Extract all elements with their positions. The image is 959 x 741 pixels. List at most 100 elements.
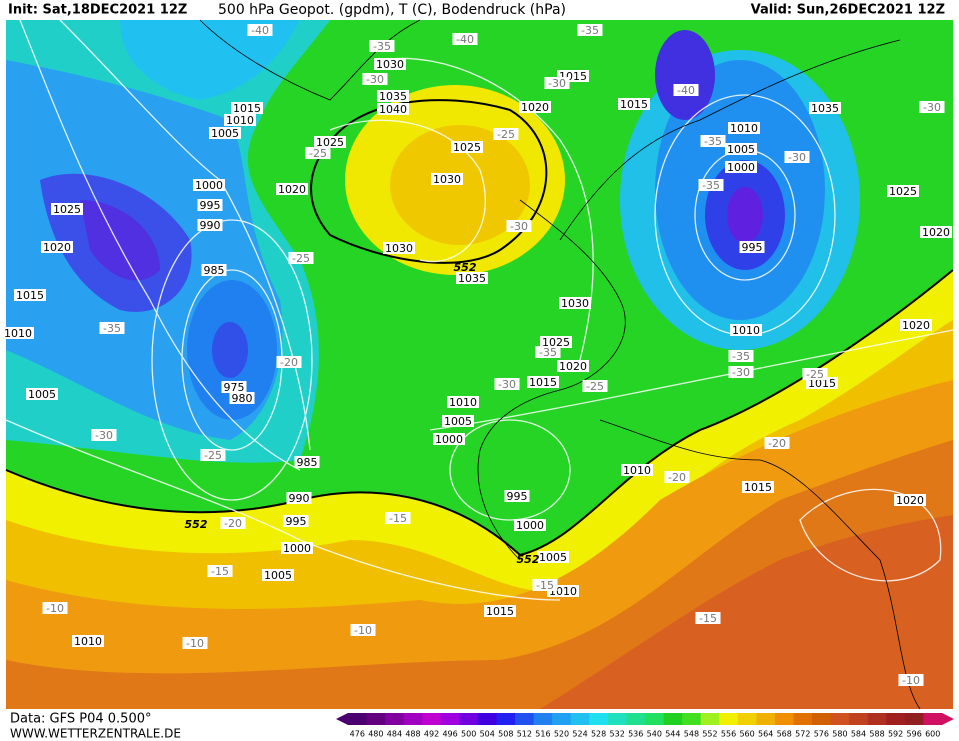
isobar-label: 1015: [16, 289, 44, 302]
temperature-label: -10: [46, 602, 64, 615]
legend-swatch: [886, 713, 906, 725]
temperature-label: -20: [280, 356, 298, 369]
temperature-label-box: [207, 565, 233, 577]
legend-swatch: [385, 713, 405, 725]
temperature-label: -10: [354, 624, 372, 637]
temperature-label: -30: [366, 73, 384, 86]
legend-label: 496: [442, 730, 457, 739]
isobar-label: 1025: [453, 141, 481, 154]
color-legend: 476 480 484 488 492 496 500 504 508 512 516 520 524 5…: [336, 713, 954, 739]
isobar-label-box: [559, 297, 591, 309]
legend-label: 544: [665, 730, 680, 739]
isobar-label: 1015: [808, 377, 836, 390]
legend-label: 476: [350, 730, 365, 739]
legend-label: 488: [405, 730, 420, 739]
temperature-label-box: [700, 135, 726, 147]
temperature-label-box: [220, 517, 246, 529]
temperature-label-box: [577, 24, 603, 36]
legend-swatch: [849, 713, 869, 725]
legend-swatch: [812, 713, 832, 725]
isobar-label-box: [281, 542, 313, 554]
temperature-label: -40: [456, 33, 474, 46]
legend-swatch: [774, 713, 794, 725]
legend-label: 492: [424, 730, 439, 739]
legend-label: 504: [480, 730, 495, 739]
temperature-label-box: [305, 147, 331, 159]
isobar-label-box: [900, 319, 932, 331]
temperature-label: -20: [224, 517, 242, 530]
isobar-label: 1005: [539, 551, 567, 564]
isobar-label: 1025: [53, 203, 81, 216]
legend-swatch: [440, 713, 460, 725]
isobar-label-box: [527, 376, 559, 388]
isobar-label-box: [484, 605, 516, 617]
isobar-label: 1020: [521, 101, 549, 114]
isobar-label-box: [377, 103, 409, 115]
temperature-label-box: [582, 380, 608, 392]
temperature-label: -40: [677, 84, 695, 97]
temperature-label: -35: [704, 135, 722, 148]
legend-swatch: [756, 713, 776, 725]
isobar-label: 995: [200, 199, 221, 212]
temperature-label-box: [532, 579, 558, 591]
isobar-label: 1010: [732, 324, 760, 337]
init-time: Init: Sat,18DEC2021 12Z: [8, 3, 187, 18]
isobar-label: 1010: [623, 464, 651, 477]
legend-swatch: [830, 713, 850, 725]
legend-label: 568: [777, 730, 792, 739]
isobar-label-box: [447, 396, 479, 408]
isobar-label-box: [26, 388, 58, 400]
isobar-label-box: [809, 102, 841, 114]
temperature-label: -35: [103, 322, 121, 335]
legend-swatch: [552, 713, 572, 725]
isobar-label: 1020: [43, 241, 71, 254]
legend-label: 584: [851, 730, 866, 739]
isobar-label-box: [231, 102, 263, 114]
isobar-label: 1025: [889, 185, 917, 198]
legend-label: 572: [795, 730, 810, 739]
legend-swatch: [459, 713, 479, 725]
isobar-label-box: [294, 456, 320, 468]
isobar-label-box: [920, 226, 952, 238]
geopotential-552-line: [5, 99, 954, 557]
temperature-label-box: [764, 437, 790, 449]
isobar-label: 1015: [486, 605, 514, 618]
temperature-label-box: [99, 322, 125, 334]
isobar-label-box: [519, 101, 551, 113]
isobar-label-box: [618, 98, 650, 110]
isobar-label-box: [374, 58, 406, 70]
temperature-label: -25: [586, 380, 604, 393]
temperature-label: -15: [211, 565, 229, 578]
isobar-label-box: [41, 241, 73, 253]
isobar-label: 1010: [74, 635, 102, 648]
legend-swatch: [867, 713, 887, 725]
legend-label: 548: [684, 730, 699, 739]
legend-swatch: [515, 713, 535, 725]
temperature-label: -35: [702, 179, 720, 192]
isobar-label-box: [262, 569, 294, 581]
isobar-label: 1040: [379, 103, 407, 116]
isobar-label-box: [887, 185, 919, 197]
isobar-label: 1000: [195, 179, 223, 192]
isobar-label: 985: [297, 456, 318, 469]
legend-label: 552: [702, 730, 717, 739]
isobar-label-box: [377, 90, 409, 102]
isobar-label: 1015: [233, 102, 261, 115]
isobar-label: 1000: [727, 161, 755, 174]
legend-swatch: [422, 713, 442, 725]
temperature-label: -35: [732, 350, 750, 363]
isobar-label: 1010: [730, 122, 758, 135]
isobar-label-box: [383, 242, 415, 254]
temperature-label-box: [664, 471, 690, 483]
temperature-label-box: [898, 674, 924, 686]
temperature-label-box: [276, 356, 302, 368]
legend-swatch: [533, 713, 553, 725]
isobar-label: 1020: [559, 360, 587, 373]
legend-arrow-right: [942, 713, 954, 725]
isobar-label-box: [451, 141, 483, 153]
isobar-label-box: [537, 551, 569, 563]
isobar-label: 990: [289, 492, 310, 505]
temperature-label: -40: [251, 24, 269, 37]
isobar-label-box: [442, 415, 474, 427]
